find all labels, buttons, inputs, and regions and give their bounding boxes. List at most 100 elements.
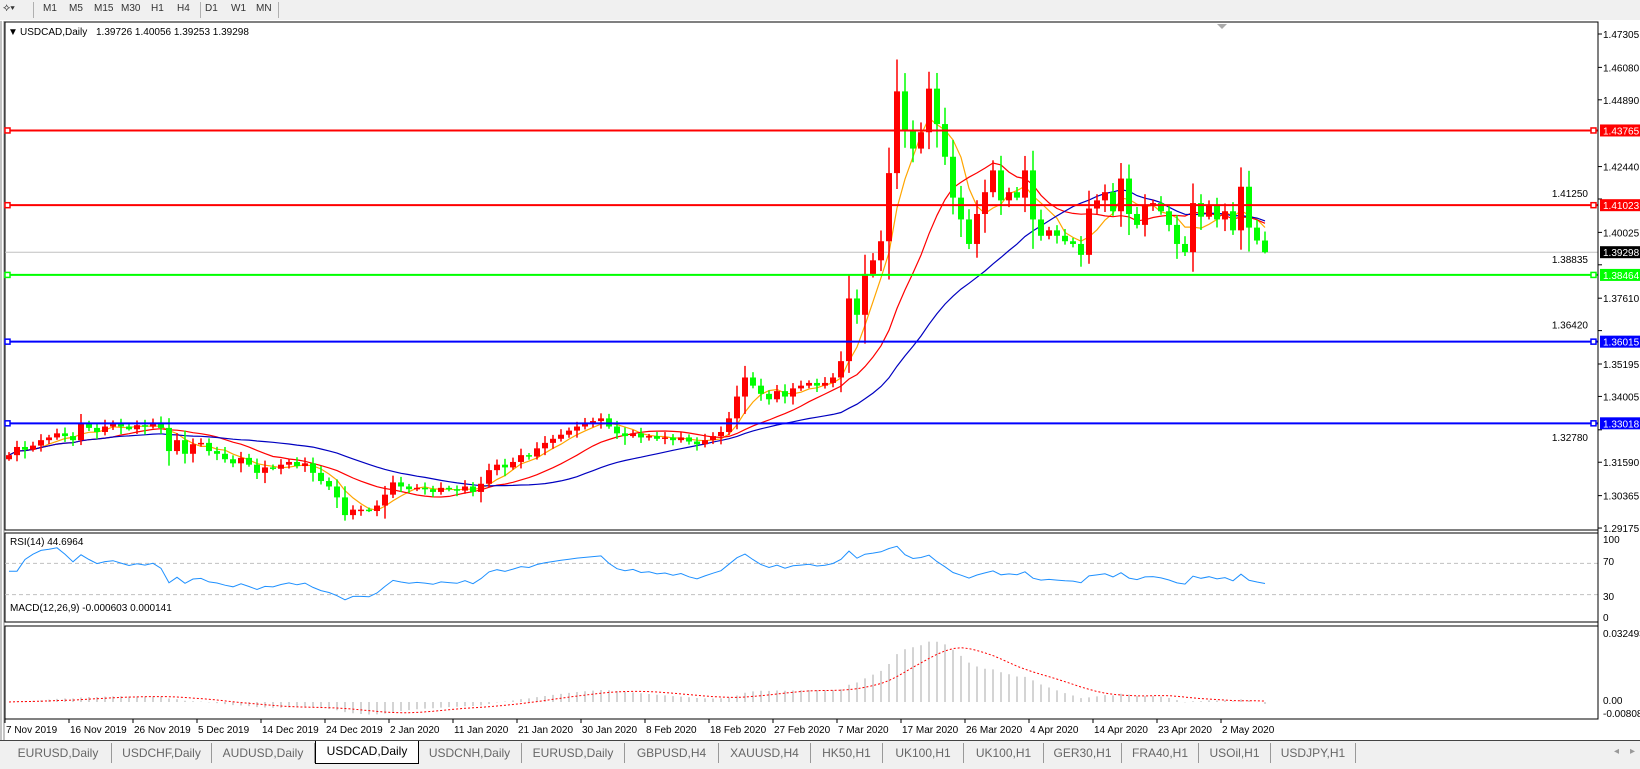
price-panel[interactable] (4, 59, 1598, 521)
price-tick-label: 1.42440 (1603, 163, 1640, 174)
rsi-axis-100: 100 (1603, 535, 1620, 546)
candle-body (1190, 203, 1196, 253)
candle-body (390, 482, 396, 495)
chart-tab[interactable]: AUDUSD,Daily (212, 743, 315, 763)
candle-body (1118, 178, 1124, 212)
candle-body (1158, 203, 1164, 212)
candle-body (230, 459, 236, 464)
candle-body (814, 382, 820, 386)
candle (902, 73, 908, 148)
chart-tabs: EURUSD,Daily USDCHF,Daily AUDUSD,Daily USDC… (0, 740, 1640, 769)
chart-tab[interactable]: GER30,H1 (1044, 743, 1122, 763)
scroll-right-icon[interactable]: ▸ (1630, 746, 1636, 757)
candle-body (1046, 230, 1052, 236)
candle-body (918, 132, 924, 149)
timeframe-m30[interactable]: M30 (121, 3, 141, 14)
candle (470, 482, 476, 497)
current-price-tag (1600, 246, 1640, 259)
candle-body (1126, 178, 1132, 214)
candle (598, 413, 604, 429)
candle (94, 423, 100, 440)
candle (846, 274, 852, 373)
timeframe-h1[interactable]: H1 (151, 3, 164, 14)
candle-body (638, 433, 644, 438)
chart-tab[interactable]: USOil,H1 (1199, 743, 1271, 763)
timeframe-w1[interactable]: W1 (231, 3, 246, 14)
timeframe-m5[interactable]: M5 (69, 3, 83, 14)
candle-body (1142, 205, 1148, 225)
rsi-axis-30: 30 (1603, 592, 1615, 603)
candle (414, 484, 420, 492)
candle (886, 147, 892, 280)
rsi-panel[interactable] (5, 545, 1598, 601)
chart-tab[interactable]: GBPUSD,H4 (625, 743, 719, 763)
level-handle (4, 127, 11, 134)
usdcad-chart[interactable]: 1.47305 1.46080 1.44890 1.42440 1.41250 1.400… (0, 20, 1640, 740)
chart-tab[interactable]: HK50,H1 (811, 743, 883, 763)
macd-panel[interactable] (8, 641, 1266, 715)
candle-body (1206, 205, 1212, 217)
chart-tab[interactable]: USDCAD,Daily (315, 741, 419, 764)
candle (1118, 163, 1124, 227)
macd-panel-frame (4, 625, 1599, 720)
candle (1062, 228, 1068, 245)
candle-body (414, 487, 420, 490)
rsi-axis-70: 70 (1603, 557, 1615, 568)
chart-tab[interactable]: UK100,H1 (964, 743, 1044, 763)
candle-body (526, 455, 532, 457)
candle-body (326, 481, 332, 487)
candle (646, 433, 652, 441)
candle-body (270, 467, 276, 469)
date-label: 26 Nov 2019 (134, 725, 191, 736)
candle (382, 485, 388, 519)
candle (446, 485, 452, 492)
chart-window[interactable]: 1.47305 1.46080 1.44890 1.42440 1.41250 1.400… (0, 20, 1640, 740)
candle (486, 463, 492, 487)
date-label: 2 May 2020 (1222, 725, 1275, 736)
date-label: 8 Feb 2020 (646, 725, 697, 736)
candle-body (438, 487, 444, 492)
candle-body (726, 418, 732, 432)
candle-body (70, 436, 76, 441)
candle (838, 351, 844, 393)
candle-body (766, 393, 772, 400)
candle (246, 453, 252, 467)
candle-body (1182, 243, 1188, 253)
scroll-left-icon[interactable]: ◂ (1614, 746, 1620, 757)
chart-menu-icon[interactable]: ▼ (8, 27, 18, 38)
line-studies-icon[interactable]: ⟡▾ (3, 2, 15, 14)
timeframe-h4[interactable]: H4 (177, 3, 190, 14)
chart-tab[interactable]: FRA40,H1 (1122, 743, 1199, 763)
price-tick-label: 1.47305 (1603, 30, 1640, 41)
chart-tab[interactable]: USDCHF,Daily (112, 743, 212, 763)
timeframe-mn[interactable]: MN (256, 3, 272, 14)
candle-body (110, 423, 116, 427)
candle-body (478, 483, 484, 492)
chart-tab[interactable]: USDJPY,H1 (1271, 743, 1356, 763)
chart-tab[interactable]: EURUSD,Daily (5, 743, 112, 763)
chart-tab[interactable]: UK100,H1 (883, 743, 964, 763)
chart-tab[interactable]: XAUUSD,H4 (719, 743, 811, 763)
candle-body (222, 453, 228, 460)
timeframe-m1[interactable]: M1 (43, 3, 57, 14)
timeframe-d1[interactable]: D1 (205, 3, 218, 14)
candle-body (670, 437, 676, 441)
chart-tab[interactable]: USDCNH,Daily (418, 743, 522, 763)
level-price-tag (1600, 268, 1640, 281)
candle-body (1198, 203, 1204, 217)
candle (1142, 194, 1148, 237)
candle-body (166, 427, 172, 452)
date-label: 30 Jan 2020 (582, 725, 637, 736)
timeframe-m15[interactable]: M15 (94, 3, 114, 14)
candle (102, 419, 108, 436)
price-panel-frame (4, 21, 1599, 531)
chart-ohlc: 1.39726 1.40056 1.39253 1.39298 (96, 27, 249, 38)
date-label: 5 Dec 2019 (198, 725, 250, 736)
candle-body (430, 489, 436, 492)
candle (550, 434, 556, 449)
candle-body (366, 509, 372, 512)
candle (798, 380, 804, 391)
candle-body (758, 385, 764, 394)
candle-body (838, 361, 844, 378)
chart-tab[interactable]: EURUSD,Daily (522, 743, 625, 763)
